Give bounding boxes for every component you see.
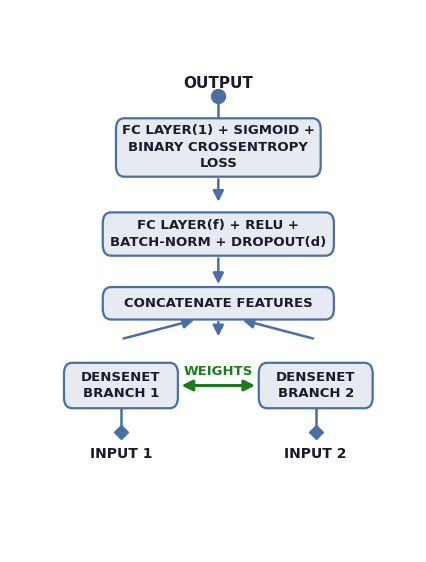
FancyBboxPatch shape xyxy=(64,363,178,408)
FancyBboxPatch shape xyxy=(259,363,373,408)
Text: CONCATENATE FEATURES: CONCATENATE FEATURES xyxy=(124,297,313,310)
Text: FC LAYER(1) + SIGMOID +
BINARY CROSSENTROPY
LOSS: FC LAYER(1) + SIGMOID + BINARY CROSSENTR… xyxy=(122,125,315,170)
Text: INPUT 2: INPUT 2 xyxy=(285,447,347,461)
Text: DENSENET
BRANCH 2: DENSENET BRANCH 2 xyxy=(276,371,355,400)
FancyBboxPatch shape xyxy=(103,287,334,320)
Text: WEIGHTS: WEIGHTS xyxy=(184,365,253,378)
FancyBboxPatch shape xyxy=(103,212,334,256)
Text: DENSENET
BRANCH 1: DENSENET BRANCH 1 xyxy=(81,371,161,400)
Text: INPUT 1: INPUT 1 xyxy=(90,447,152,461)
Text: FC LAYER(f) + RELU +
BATCH-NORM + DROPOUT(d): FC LAYER(f) + RELU + BATCH-NORM + DROPOU… xyxy=(110,219,326,249)
Text: OUTPUT: OUTPUT xyxy=(183,76,253,92)
FancyBboxPatch shape xyxy=(116,118,321,176)
